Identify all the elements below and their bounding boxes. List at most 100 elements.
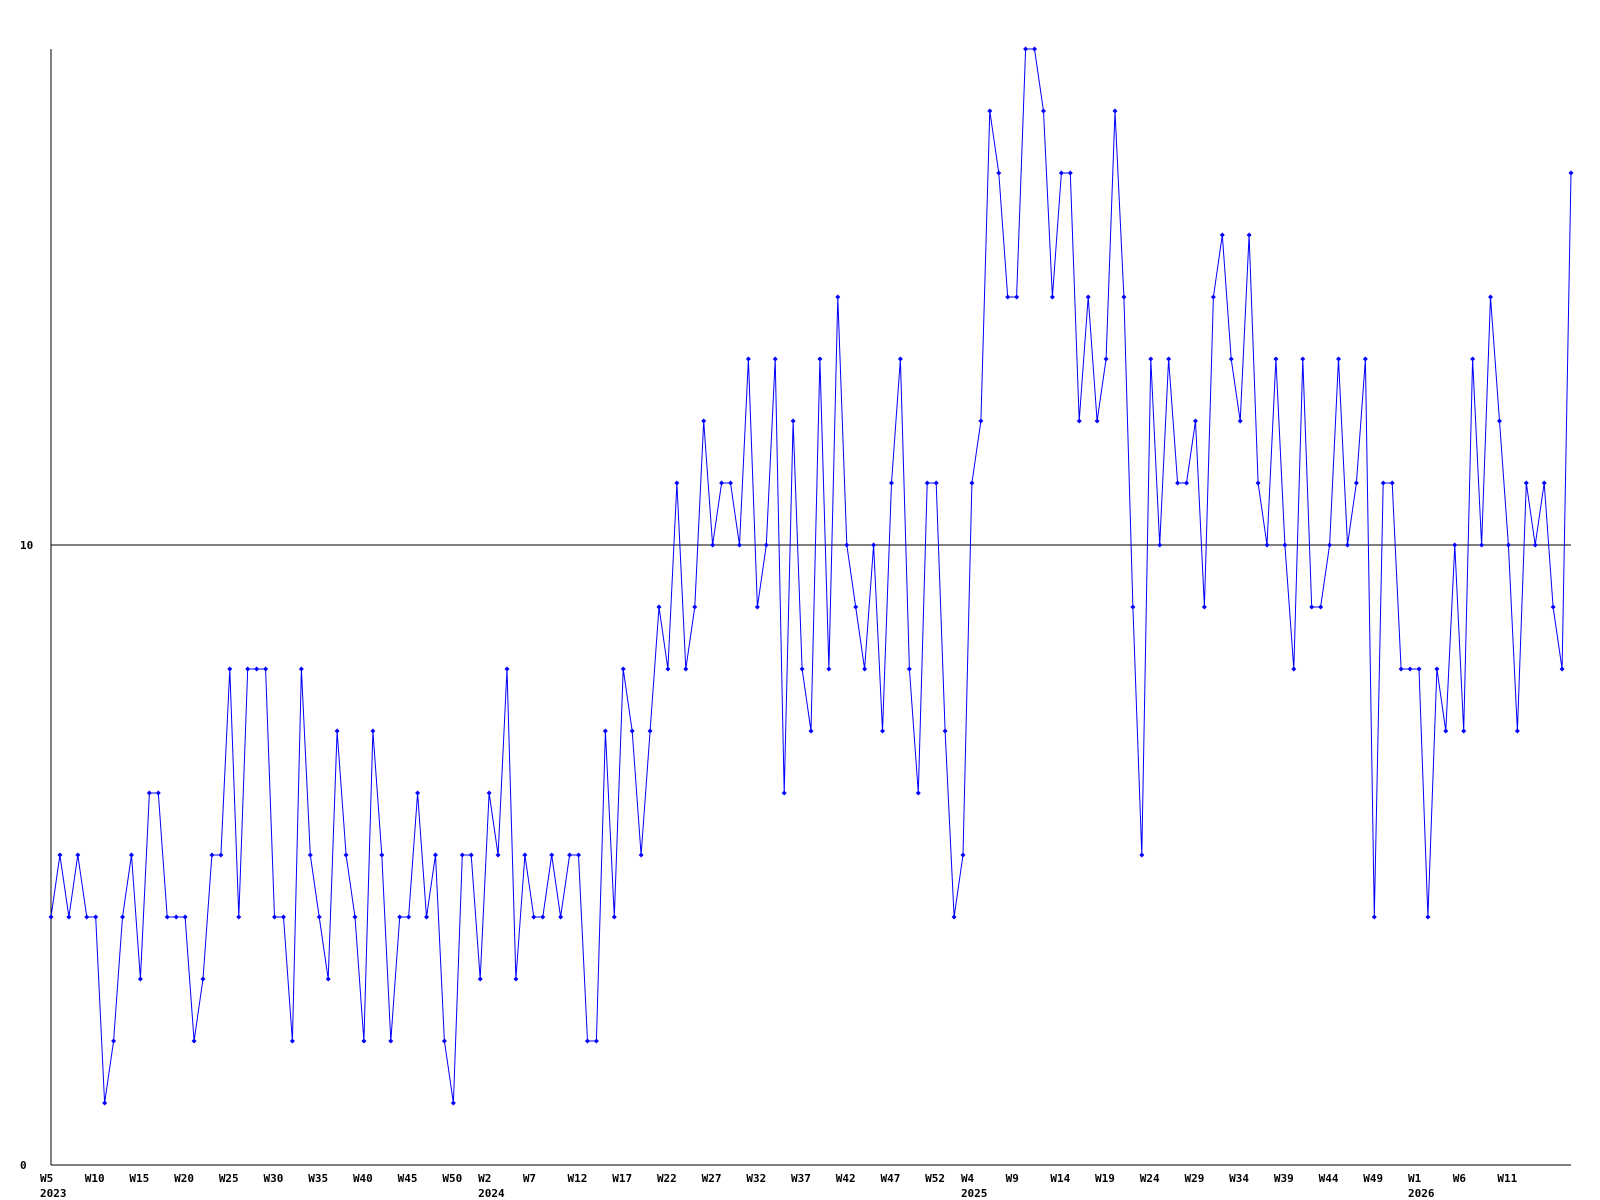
data-point bbox=[1112, 108, 1118, 114]
data-point bbox=[674, 480, 680, 486]
data-point bbox=[987, 108, 993, 114]
data-point bbox=[200, 976, 206, 982]
x-tick-label: W5 2023 bbox=[40, 1172, 67, 1200]
data-point bbox=[334, 728, 340, 734]
x-tick-label: W37 bbox=[791, 1172, 811, 1185]
y-tick-label: 0 bbox=[20, 1159, 27, 1172]
y-tick-label: 10 bbox=[20, 539, 33, 552]
data-point bbox=[57, 852, 63, 858]
data-point bbox=[146, 790, 152, 796]
data-point bbox=[48, 914, 54, 920]
data-point bbox=[379, 852, 385, 858]
data-point bbox=[835, 294, 841, 300]
data-point bbox=[719, 480, 725, 486]
data-point bbox=[978, 418, 984, 424]
data-point bbox=[1479, 542, 1485, 548]
data-point bbox=[1219, 232, 1225, 238]
data-point bbox=[638, 852, 644, 858]
x-tick-label: W50 bbox=[442, 1172, 462, 1185]
data-point bbox=[164, 914, 170, 920]
data-point bbox=[1058, 170, 1064, 176]
data-point bbox=[459, 852, 465, 858]
x-tick-label: W52 bbox=[925, 1172, 945, 1185]
data-point bbox=[1157, 542, 1163, 548]
x-tick-label: W4 2025 bbox=[961, 1172, 988, 1200]
data-point bbox=[960, 852, 966, 858]
data-point bbox=[549, 852, 555, 858]
data-point bbox=[468, 852, 474, 858]
data-point bbox=[128, 852, 134, 858]
data-point bbox=[790, 418, 796, 424]
data-point bbox=[84, 914, 90, 920]
data-point bbox=[817, 356, 823, 362]
data-point bbox=[1040, 108, 1046, 114]
data-point bbox=[1344, 542, 1350, 548]
data-point bbox=[1559, 666, 1565, 672]
data-point bbox=[1210, 294, 1216, 300]
data-point bbox=[799, 666, 805, 672]
data-point bbox=[745, 356, 751, 362]
data-point bbox=[263, 666, 269, 672]
x-tick-label: W14 bbox=[1050, 1172, 1070, 1185]
data-point bbox=[862, 666, 868, 672]
data-point bbox=[969, 480, 975, 486]
data-point bbox=[1228, 356, 1234, 362]
data-point bbox=[1184, 480, 1190, 486]
data-point bbox=[325, 976, 331, 982]
data-point bbox=[432, 852, 438, 858]
data-point bbox=[871, 542, 877, 548]
data-point bbox=[1550, 604, 1556, 610]
data-point bbox=[853, 604, 859, 610]
data-point bbox=[272, 914, 278, 920]
data-point bbox=[245, 666, 251, 672]
data-point bbox=[1192, 418, 1198, 424]
data-point bbox=[93, 914, 99, 920]
data-point bbox=[1094, 418, 1100, 424]
data-point bbox=[120, 914, 126, 920]
data-point bbox=[1237, 418, 1243, 424]
data-point bbox=[1148, 356, 1154, 362]
x-tick-label: W2 2024 bbox=[478, 1172, 505, 1200]
data-point bbox=[701, 418, 707, 424]
data-point bbox=[880, 728, 886, 734]
data-point bbox=[540, 914, 546, 920]
data-point bbox=[1085, 294, 1091, 300]
data-point bbox=[424, 914, 430, 920]
data-point bbox=[1014, 294, 1020, 300]
data-point bbox=[1523, 480, 1529, 486]
data-point bbox=[611, 914, 617, 920]
data-point bbox=[397, 914, 403, 920]
data-point bbox=[584, 1038, 590, 1044]
data-point bbox=[406, 914, 412, 920]
x-tick-label: W42 bbox=[836, 1172, 856, 1185]
data-point bbox=[1514, 728, 1520, 734]
data-point bbox=[1505, 542, 1511, 548]
x-tick-label: W40 bbox=[353, 1172, 373, 1185]
data-point bbox=[1389, 480, 1395, 486]
x-tick-label: W19 bbox=[1095, 1172, 1115, 1185]
x-tick-label: W49 bbox=[1363, 1172, 1383, 1185]
data-point bbox=[1201, 604, 1207, 610]
x-tick-label: W24 bbox=[1140, 1172, 1160, 1185]
data-point bbox=[826, 666, 832, 672]
data-point bbox=[191, 1038, 197, 1044]
data-point bbox=[1318, 604, 1324, 610]
x-tick-label: W22 bbox=[657, 1172, 677, 1185]
data-point bbox=[1362, 356, 1368, 362]
data-point bbox=[656, 604, 662, 610]
data-point bbox=[1452, 542, 1458, 548]
data-point bbox=[924, 480, 930, 486]
data-point bbox=[254, 666, 260, 672]
data-point bbox=[1067, 170, 1073, 176]
x-tick-label: W45 bbox=[398, 1172, 418, 1185]
data-point bbox=[1139, 852, 1145, 858]
data-point bbox=[1398, 666, 1404, 672]
data-point bbox=[1130, 604, 1136, 610]
data-point bbox=[1488, 294, 1494, 300]
x-tick-label: W30 bbox=[264, 1172, 284, 1185]
data-point bbox=[1353, 480, 1359, 486]
x-tick-label: W35 bbox=[308, 1172, 328, 1185]
data-point bbox=[227, 666, 233, 672]
data-point bbox=[1032, 46, 1038, 52]
